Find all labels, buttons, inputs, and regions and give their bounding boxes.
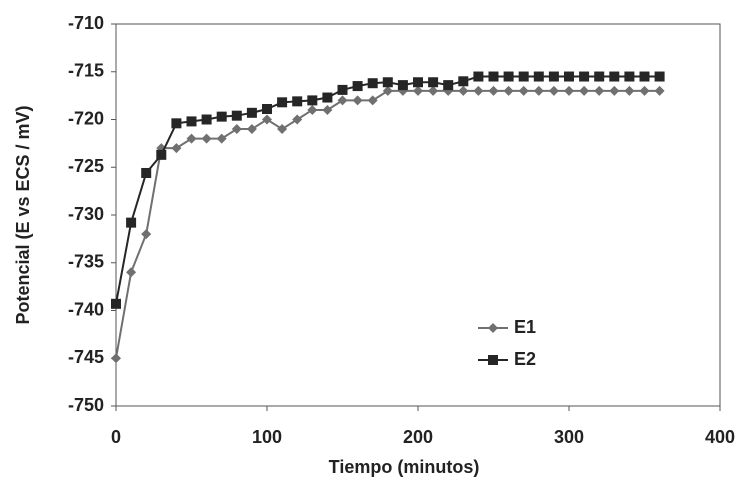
marker <box>533 71 544 82</box>
marker <box>624 71 635 82</box>
marker <box>337 95 348 106</box>
marker <box>111 353 121 364</box>
marker <box>201 133 212 144</box>
marker <box>382 77 393 88</box>
marker <box>428 77 439 88</box>
marker <box>564 71 574 82</box>
marker <box>579 71 590 82</box>
marker <box>654 71 665 82</box>
marker <box>171 118 182 129</box>
marker <box>413 77 423 88</box>
marker <box>654 85 665 96</box>
x-tick-label: 0 <box>111 427 121 447</box>
marker <box>292 114 303 125</box>
marker <box>428 85 439 96</box>
marker <box>609 71 620 82</box>
legend-label: E2 <box>514 349 536 369</box>
marker <box>171 143 182 154</box>
marker <box>156 149 167 160</box>
marker <box>639 85 650 96</box>
marker <box>262 114 272 125</box>
x-tick-label: 400 <box>705 427 735 447</box>
marker <box>277 124 288 135</box>
marker <box>126 217 137 228</box>
marker <box>458 76 469 87</box>
legend-marker <box>488 323 498 333</box>
series-line <box>115 89 660 359</box>
series-line <box>115 75 660 304</box>
marker <box>488 85 499 96</box>
marker <box>246 124 257 135</box>
marker <box>594 85 605 96</box>
marker <box>473 85 484 96</box>
marker <box>548 85 559 96</box>
marker <box>186 133 197 144</box>
marker <box>231 110 242 121</box>
marker <box>548 71 559 82</box>
marker <box>503 85 514 96</box>
y-tick-label: -720 <box>68 108 104 128</box>
marker <box>639 71 650 82</box>
marker <box>337 84 348 95</box>
y-tick-label: -750 <box>68 395 104 415</box>
y-tick-label: -710 <box>68 13 104 33</box>
marker <box>322 92 333 103</box>
marker <box>564 85 574 96</box>
x-axis-title: Tiempo (minutos) <box>329 457 480 477</box>
marker <box>367 95 378 106</box>
marker <box>111 298 121 309</box>
marker <box>141 167 152 178</box>
marker <box>579 85 590 96</box>
marker <box>246 107 257 118</box>
y-axis-title: Potencial (E vs ECS / mV) <box>13 105 33 324</box>
marker <box>533 85 544 96</box>
marker <box>352 81 363 92</box>
x-tick-label: 300 <box>554 427 584 447</box>
y-tick-label: -740 <box>68 299 104 319</box>
marker <box>382 85 393 96</box>
marker <box>201 114 212 125</box>
y-tick-label: -715 <box>68 61 104 81</box>
y-tick-label: -745 <box>68 347 104 367</box>
marker <box>503 71 514 82</box>
marker <box>458 85 469 96</box>
y-tick-label: -725 <box>68 156 104 176</box>
marker <box>307 104 318 115</box>
marker <box>367 78 378 89</box>
marker <box>443 80 454 91</box>
marker <box>488 71 499 82</box>
marker <box>216 133 227 144</box>
marker <box>277 97 288 108</box>
marker <box>397 80 408 91</box>
marker <box>413 85 423 96</box>
marker <box>231 124 242 135</box>
marker <box>594 71 605 82</box>
legend-label: E1 <box>514 317 536 337</box>
marker <box>518 71 529 82</box>
marker <box>322 104 333 115</box>
marker <box>609 85 620 96</box>
marker <box>518 85 529 96</box>
marker <box>141 229 152 240</box>
marker <box>186 116 197 127</box>
marker <box>352 95 363 106</box>
x-tick-label: 200 <box>403 427 433 447</box>
marker <box>292 96 303 107</box>
y-tick-label: -730 <box>68 204 104 224</box>
marker <box>262 103 272 114</box>
legend-marker <box>488 355 498 365</box>
marker <box>126 267 137 278</box>
marker <box>216 111 227 122</box>
marker <box>624 85 635 96</box>
x-tick-label: 100 <box>252 427 282 447</box>
marker <box>307 95 318 106</box>
marker <box>473 71 484 82</box>
y-tick-label: -735 <box>68 252 104 272</box>
